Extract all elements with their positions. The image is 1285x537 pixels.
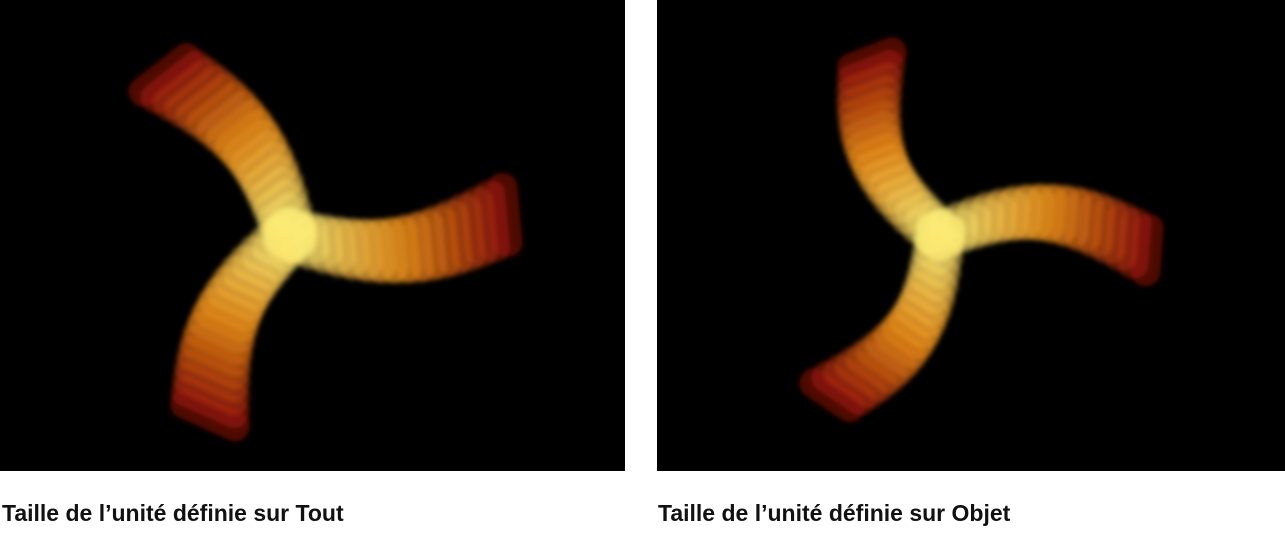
caption-all: Taille de l’unité définie sur Tout bbox=[2, 500, 344, 526]
particle-pinwheel-image bbox=[799, 37, 1164, 423]
particle-shape bbox=[914, 207, 966, 263]
render-preview-all bbox=[0, 0, 625, 471]
caption-object: Taille de l’unité définie sur Objet bbox=[658, 500, 1011, 526]
particle-shape bbox=[261, 206, 319, 264]
particle-pinwheel-image bbox=[128, 42, 523, 442]
render-preview-object bbox=[657, 0, 1285, 471]
